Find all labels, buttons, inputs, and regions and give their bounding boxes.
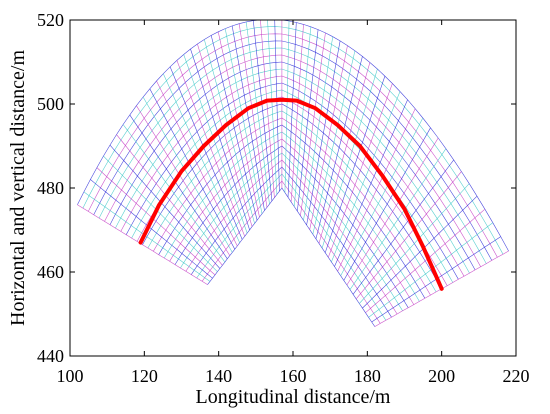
mesh-line-longitudinal (93, 40, 493, 261)
mesh-line-transverse (346, 137, 439, 286)
mesh-line-transverse (238, 23, 268, 208)
y-tick-label: 500 (37, 94, 64, 114)
x-tick-label: 120 (131, 366, 158, 386)
mesh-line-transverse (183, 54, 248, 234)
mesh-line-transverse (142, 96, 233, 253)
mesh-line-transverse (197, 43, 253, 227)
mesh-line-transverse (315, 56, 363, 239)
mesh-line-transverse (90, 179, 213, 279)
mesh-line-transverse (303, 36, 334, 221)
mesh-line-transverse (340, 117, 424, 276)
mesh-line-transverse (368, 222, 493, 318)
mesh-line-transverse (129, 114, 228, 259)
mesh-line-transverse (122, 124, 226, 263)
mesh-line-transverse (156, 80, 238, 247)
mesh-line-transverse (297, 29, 319, 212)
mesh-line-transverse (309, 45, 348, 230)
x-tick-label: 140 (205, 366, 232, 386)
x-tick-label: 200 (428, 366, 455, 386)
mesh-line-transverse (312, 50, 356, 235)
mesh-line-transverse (274, 20, 280, 192)
mesh-line-transverse (149, 88, 236, 250)
mesh-line-transverse (204, 39, 255, 224)
mesh-line-transverse (77, 204, 208, 285)
mesh-line-transverse (337, 108, 416, 272)
y-axis: 440 460 480 500 520 (37, 10, 516, 366)
mesh-line-transverse (245, 21, 270, 205)
mesh-line-longitudinal (77, 20, 509, 252)
mesh-line-transverse (224, 28, 263, 214)
mesh-line-transverse (217, 31, 260, 218)
y-tick-label: 440 (37, 346, 64, 366)
mesh-line-transverse (331, 91, 401, 263)
mesh-line-transverse (300, 32, 326, 216)
mesh-line-transverse (163, 73, 240, 243)
mesh-line-transverse (83, 191, 211, 282)
x-tick-label: 160 (280, 366, 307, 386)
y-tick-label: 480 (37, 178, 64, 198)
y-tick-label: 520 (37, 10, 64, 30)
mesh-line-transverse (321, 68, 378, 249)
mesh-line-transverse (318, 62, 371, 244)
mesh-line-transverse (109, 144, 221, 269)
y-axis-label: Horizontal and vertical distance/m (7, 50, 29, 326)
mesh-line-longitudinal (207, 187, 376, 327)
mesh-line-transverse (355, 171, 462, 300)
mesh-line-transverse (334, 99, 408, 267)
mesh-line-transverse (359, 183, 470, 304)
mesh-line-transverse (306, 40, 341, 226)
series-layer (138, 97, 444, 291)
x-axis: 100 120 140 160 180 200 220 (57, 20, 530, 386)
mesh-line-transverse (290, 24, 304, 202)
mesh-line-transverse (103, 155, 218, 272)
mesh-line-transverse (365, 208, 486, 313)
mesh-line-transverse (190, 48, 250, 230)
mesh-line-transverse (349, 148, 447, 290)
mesh-line-transverse (253, 20, 273, 201)
x-axis-label: Longitudinal distance/m (196, 386, 391, 408)
mesh-line-transverse (324, 76, 386, 253)
mesh-line-transverse (136, 105, 231, 256)
mesh-line-transverse (96, 167, 216, 276)
mesh-line-transverse (231, 25, 265, 211)
mesh-line-transverse (362, 195, 478, 309)
mesh-line-transverse (284, 20, 290, 193)
mesh-line-transverse (343, 127, 431, 281)
x-tick-label: 180 (354, 366, 381, 386)
mesh-line-transverse (328, 83, 393, 258)
mesh-line-transverse (116, 134, 223, 266)
mesh-line-transverse (267, 20, 278, 195)
series-line (138, 97, 444, 291)
mesh-grid (77, 20, 509, 327)
mesh-line-transverse (293, 26, 312, 207)
mesh-line-transverse (176, 60, 245, 237)
x-tick-label: 220 (503, 366, 530, 386)
y-tick-label: 460 (37, 262, 64, 282)
mesh-line-transverse (260, 20, 275, 198)
mesh-line-transverse (210, 35, 258, 221)
x-tick-label: 100 (57, 366, 84, 386)
mesh-line-transverse (169, 66, 243, 240)
mesh-line-transverse (352, 159, 454, 295)
mesh-line-transverse (287, 22, 297, 198)
